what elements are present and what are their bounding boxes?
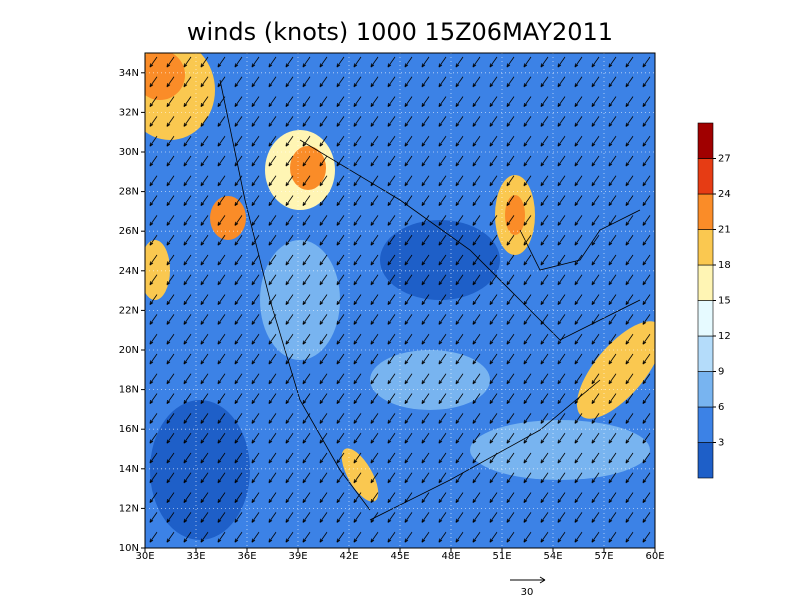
colorbar-label: 3	[718, 438, 724, 449]
y-tick-label: 24N	[119, 266, 139, 277]
colorbar-box	[697, 371, 714, 408]
map-frame	[144, 52, 656, 549]
wind-field	[145, 53, 655, 548]
x-tick-label: 42E	[339, 551, 358, 562]
colorbar-box	[697, 264, 714, 301]
title: winds (knots) 1000 15Z06MAY2011	[187, 18, 613, 46]
colorbar-label: 27	[718, 154, 731, 165]
y-tick-label: 12N	[119, 503, 139, 514]
y-tick-label: 22N	[119, 305, 139, 316]
colorbar-box	[697, 300, 714, 337]
x-tick-label: 30E	[135, 551, 154, 562]
x-tick-label: 33E	[186, 551, 205, 562]
colorbar-box	[697, 442, 714, 479]
reference-arrow-head	[539, 576, 546, 584]
y-tick-label: 26N	[119, 226, 139, 237]
axes: 30E 33E 36E 39E 42E 45E 48E 51E 54E 57E 60E 10N 12N 1…	[119, 53, 665, 562]
colorbar-label: 6	[718, 402, 724, 413]
colorbar-label: 21	[718, 225, 731, 236]
x-tick-label: 57E	[594, 551, 613, 562]
y-tick-label: 34N	[119, 68, 139, 79]
x-tick-label: 48E	[441, 551, 460, 562]
colorbar-label: 24	[718, 189, 731, 200]
y-tick-label: 28N	[119, 187, 139, 198]
x-tick-label: 54E	[543, 551, 562, 562]
y-tick-label: 16N	[119, 424, 139, 435]
colorbar-label: 18	[718, 260, 731, 271]
x-tick-label: 39E	[288, 551, 307, 562]
colorbar-box	[697, 122, 714, 159]
colorbar: 3 6 9 12 15 18 21 24 27	[697, 122, 731, 479]
y-tick-label: 14N	[119, 464, 139, 475]
y-tick-label: 10N	[119, 543, 139, 554]
colorbar-box	[697, 229, 714, 266]
colorbar-label: 12	[718, 331, 731, 342]
colorbar-box	[697, 193, 714, 230]
x-tick-label: 51E	[492, 551, 511, 562]
y-tick-label: 20N	[119, 345, 139, 356]
y-tick-label: 30N	[119, 147, 139, 158]
y-tick-label: 18N	[119, 385, 139, 396]
colorbar-box	[697, 335, 714, 372]
x-tick-label: 36E	[237, 551, 256, 562]
x-tick-label: 60E	[645, 551, 664, 562]
colorbar-label: 15	[718, 296, 731, 307]
colorbar-label: 9	[718, 367, 724, 378]
y-tick-label: 32N	[119, 107, 139, 118]
x-tick-label: 45E	[390, 551, 409, 562]
colorbar-box	[697, 406, 714, 443]
colorbar-box	[697, 158, 714, 195]
reference-label: 30	[521, 587, 534, 598]
